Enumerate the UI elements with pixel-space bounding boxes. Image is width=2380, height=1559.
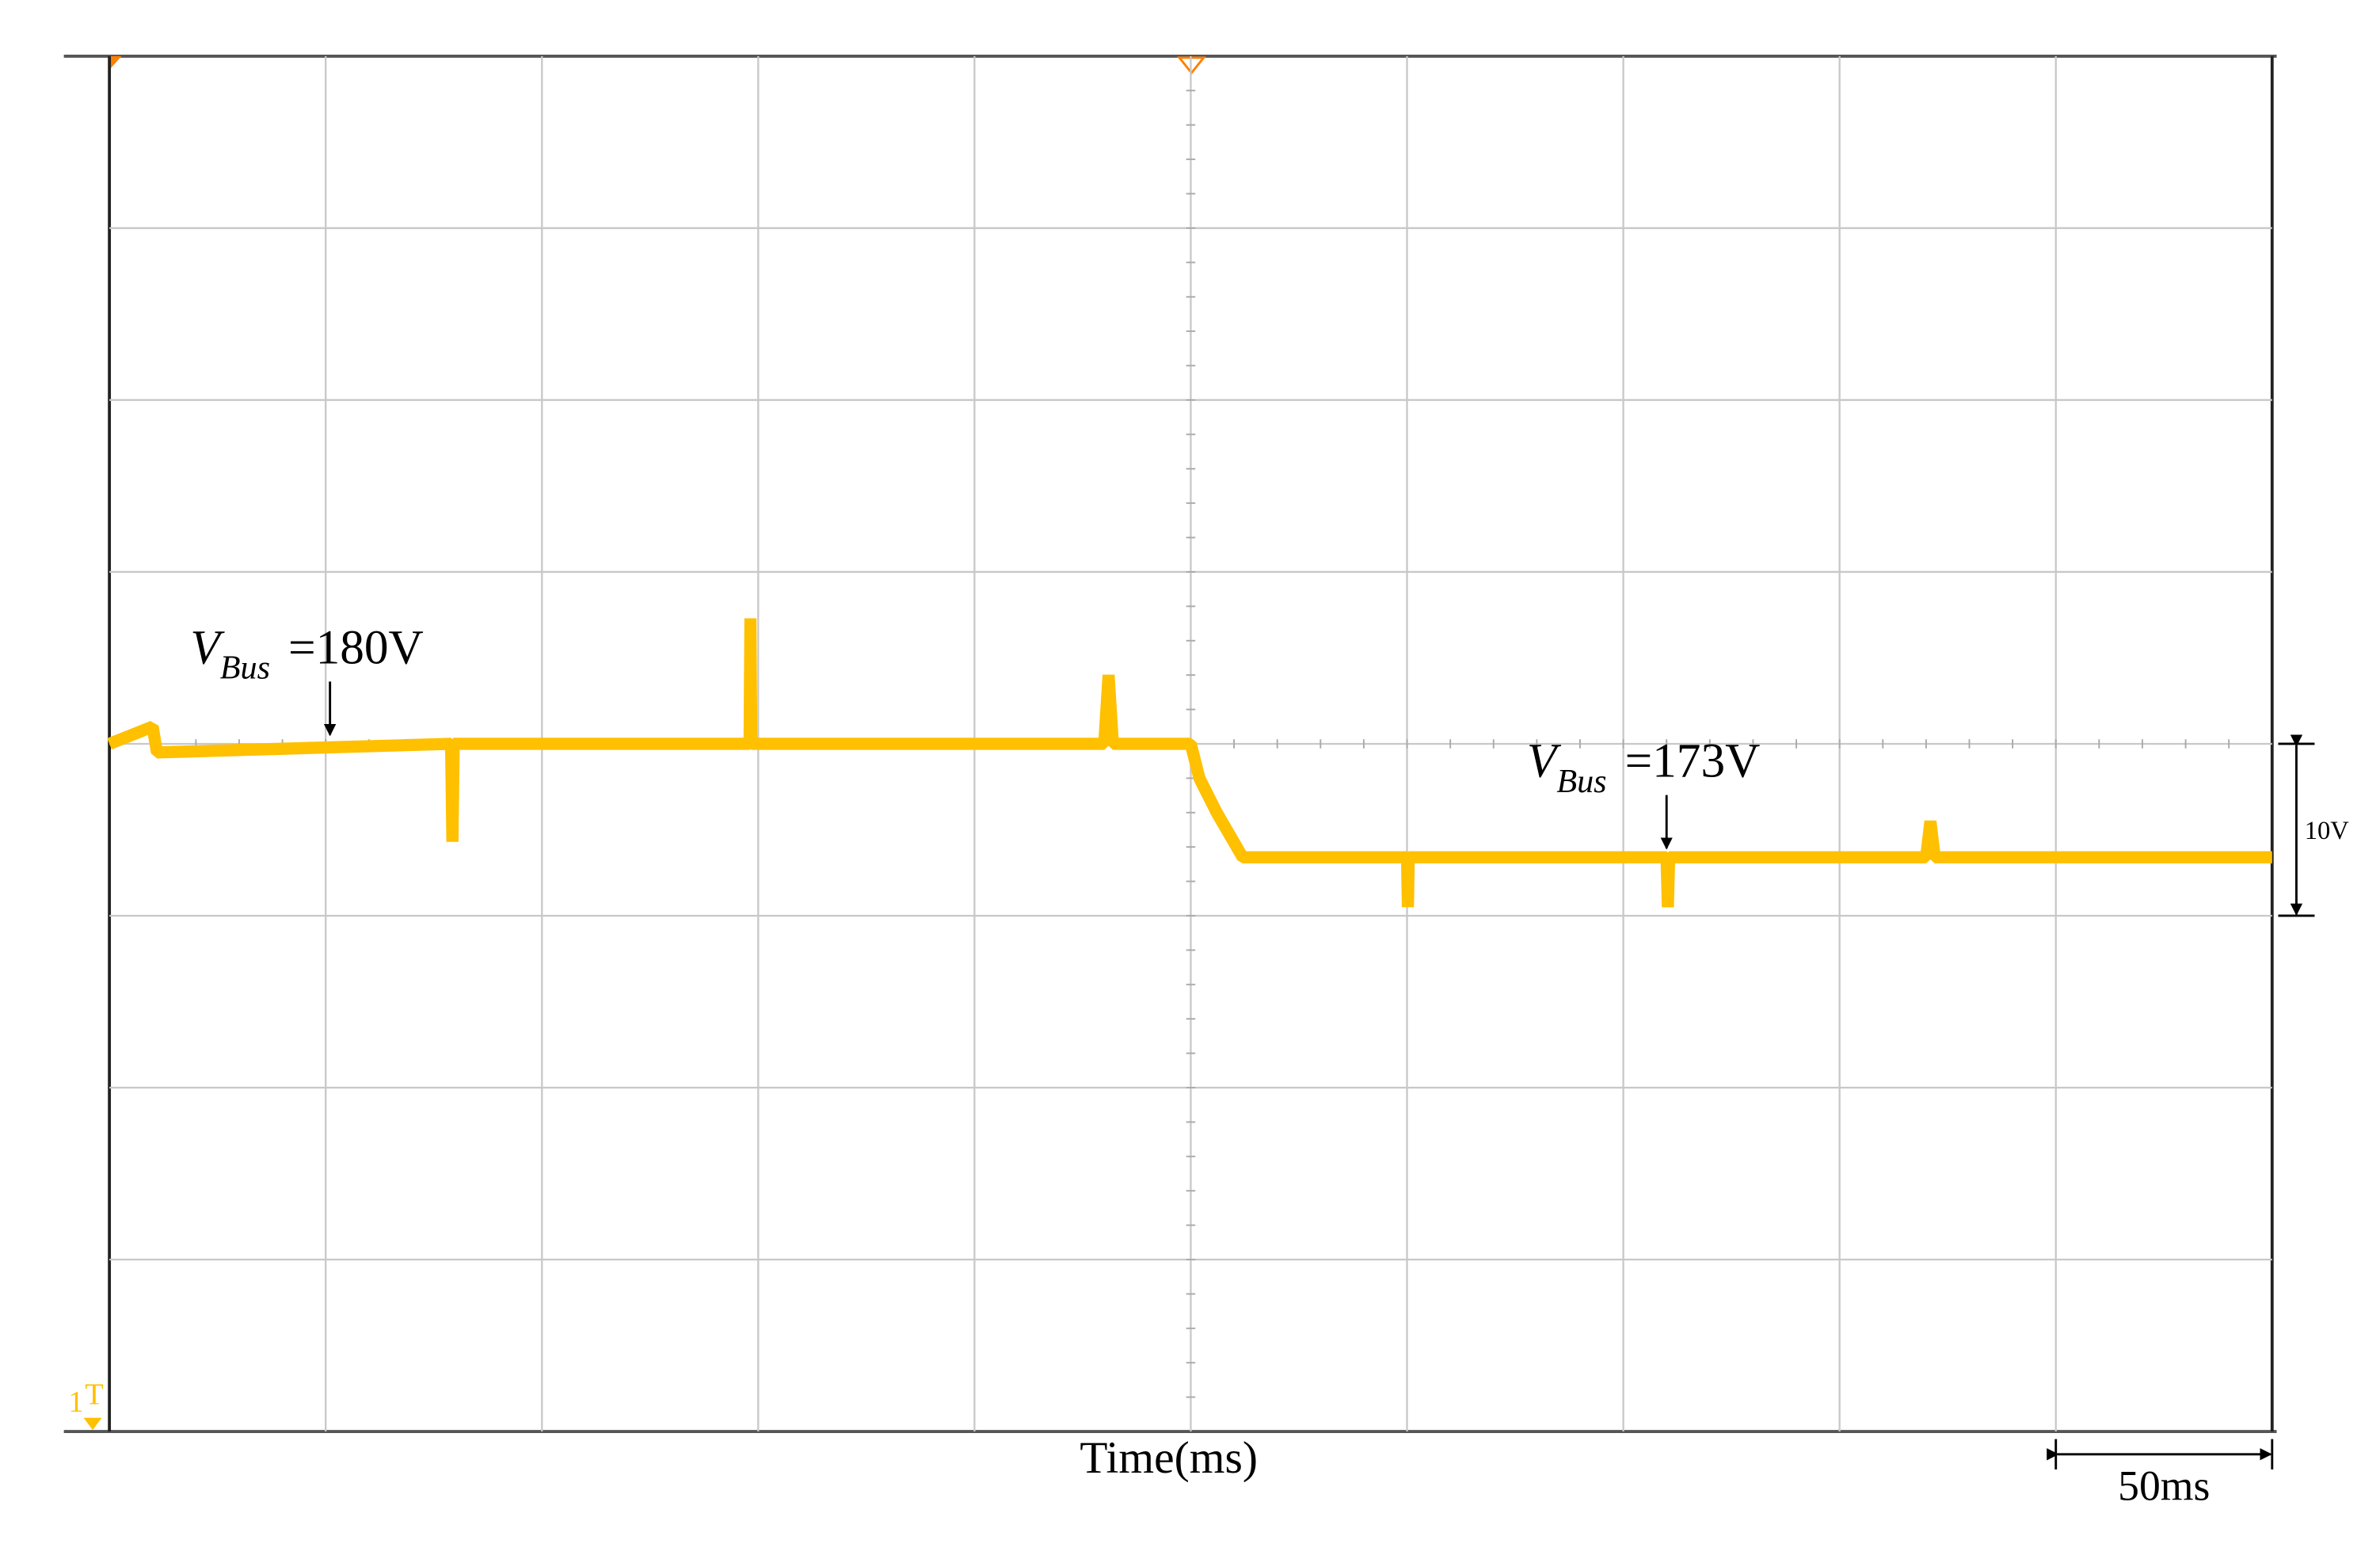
channel-label: 1 <box>68 1386 83 1419</box>
scale-label: 50ms <box>2118 1462 2210 1509</box>
trace <box>107 618 2272 908</box>
annotation-text: =173V <box>1625 734 1761 788</box>
trigger-arrow <box>83 1417 102 1431</box>
x-axis-label: Time(ms) <box>1080 1433 1258 1483</box>
annotation: VBus =180V <box>190 620 423 686</box>
scale-label: 10V <box>2305 817 2350 845</box>
annotation-subscript: Bus <box>1556 763 1606 800</box>
marker-left <box>109 55 122 71</box>
trigger-label: T <box>85 1378 103 1412</box>
annotation-subscript: Bus <box>220 650 270 687</box>
annotation-name: V <box>190 620 225 674</box>
annotation-name: V <box>1527 734 1562 788</box>
annotation: VBus =173V <box>1527 734 1760 800</box>
annotation-text: =180V <box>288 620 424 674</box>
